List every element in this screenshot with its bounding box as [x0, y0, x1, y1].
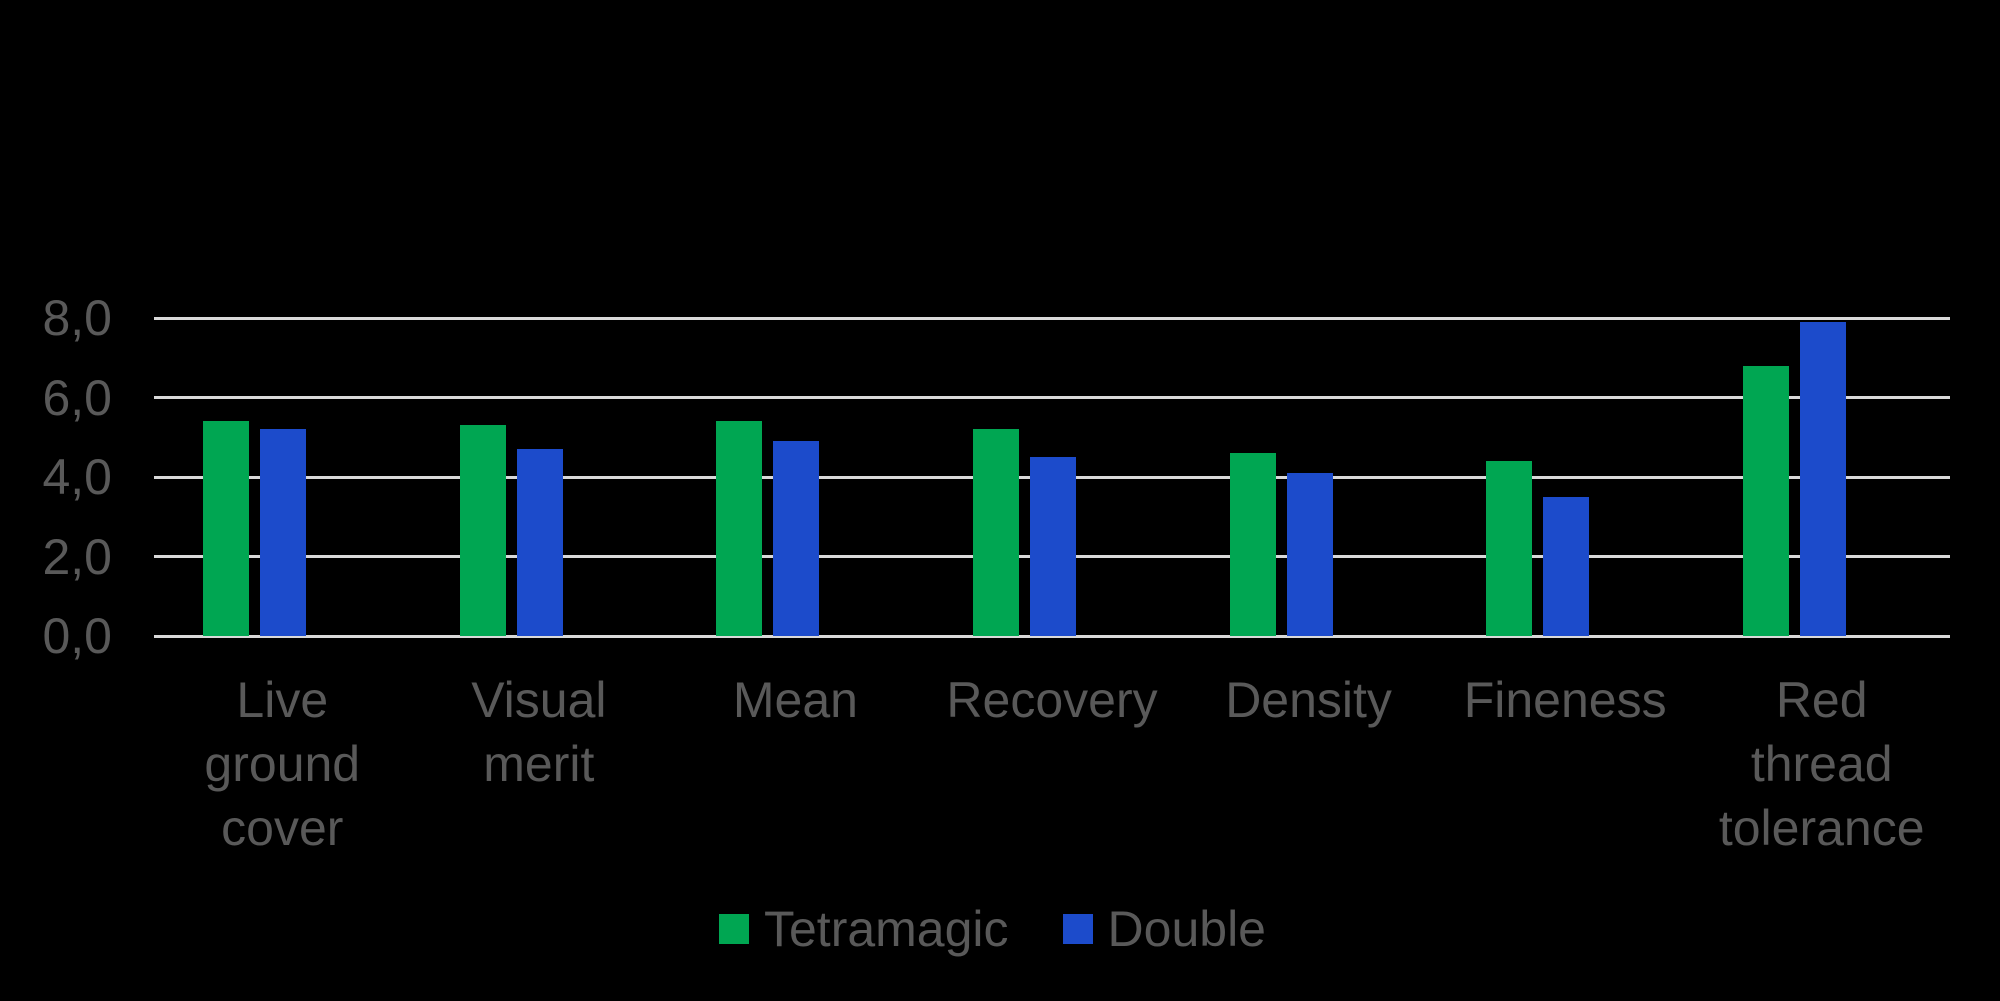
bar-tetramagic	[716, 421, 763, 636]
category-label: Mean	[732, 672, 858, 728]
category-label: Fineness	[1463, 672, 1667, 728]
category-label: Red thread tolerance	[1718, 672, 1925, 856]
bar-double	[260, 429, 307, 636]
bar-double	[516, 449, 563, 636]
gridline	[154, 316, 1950, 320]
bar-double	[1286, 473, 1333, 636]
category-label: Recovery	[946, 672, 1158, 728]
bar-tetramagic	[1742, 365, 1789, 636]
legend: Tetramagic Double	[719, 903, 1266, 955]
gridline	[154, 634, 1950, 638]
category-label: Live ground cover	[204, 672, 361, 856]
bar-tetramagic	[203, 421, 250, 636]
bar-tetramagic	[1229, 453, 1276, 636]
y-tick-label: 6,0	[42, 369, 112, 426]
category-label: Density	[1225, 672, 1392, 728]
gridline	[154, 396, 1950, 399]
bar-tetramagic	[1486, 461, 1533, 636]
bar-double	[1030, 457, 1076, 636]
legend-item-tetramagic: Tetramagic	[719, 903, 1009, 955]
y-tick-label: 0,0	[42, 608, 112, 664]
bar-double	[1543, 496, 1590, 636]
category-label: Visual merit	[471, 672, 607, 792]
y-tick-label: 4,0	[42, 449, 112, 505]
y-tick-label: 2,0	[42, 528, 112, 585]
legend-label: Tetramagic	[764, 901, 1009, 957]
bar-tetramagic	[459, 425, 506, 636]
legend-swatch-tetramagic	[719, 914, 749, 944]
y-tick-label: 8,0	[42, 290, 112, 346]
bar-double	[773, 441, 820, 636]
bar-double	[1799, 321, 1846, 636]
legend-item-double: Double	[1062, 901, 1266, 957]
legend-swatch-double	[1062, 914, 1093, 944]
legend-label: Double	[1107, 901, 1266, 957]
bar-tetramagic	[973, 429, 1019, 636]
